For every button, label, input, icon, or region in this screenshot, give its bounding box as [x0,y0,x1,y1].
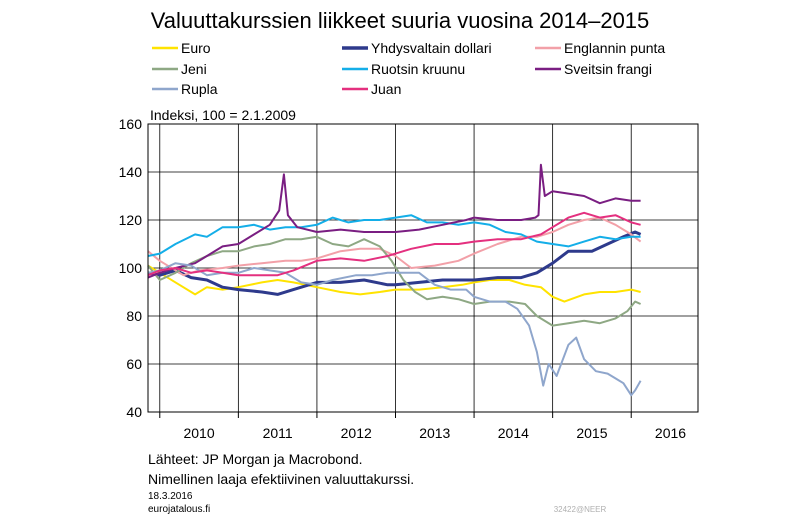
description-note: Nimellinen laaja efektiivinen valuuttaku… [148,471,414,487]
date-label: 18.3.2016 [148,491,193,502]
series-line-6 [147,262,642,397]
series-line-7 [147,211,641,277]
series-line-4 [147,214,641,257]
source-note: Lähteet: JP Morgan ja Macrobond. [148,451,363,467]
y-tick-label: 60 [126,356,142,372]
legend-label: Juan [371,81,401,97]
series-line-0 [147,264,641,303]
y-tick-label: 80 [126,308,142,324]
x-tick-label: 2016 [655,425,686,441]
legend-label: Jeni [181,61,207,77]
series-line-5 [147,163,641,279]
y-tick-label: 140 [119,164,143,180]
legend-label: Euro [181,40,211,56]
x-tick-label: 2014 [498,425,529,441]
series-line-1 [147,230,642,296]
y-tick-label: 160 [119,116,143,132]
grid [148,123,698,413]
y-axis-label: Indeksi, 100 = 2.1.2009 [150,107,296,123]
series-line-3 [147,235,641,327]
x-tick-label: 2013 [419,425,450,441]
y-tick-label: 100 [119,260,143,276]
x-tick-label: 2011 [263,425,293,441]
legend-label: Englannin punta [564,40,665,56]
legend: Euro Yhdysvaltain dollari Englannin punta J… [152,40,665,97]
y-tick-label: 120 [119,212,143,228]
plot-frame [147,123,699,413]
x-tick-label: 2010 [183,425,214,441]
chart-code: 32422@NEER [554,505,607,514]
y-ticks: 40 60 80 100 120 140 160 [119,116,143,420]
site-label: eurojatalous.fi [148,504,210,515]
x-tick-label: 2015 [576,425,607,441]
legend-label: Rupla [181,81,218,97]
legend-label: Yhdysvaltain dollari [371,40,492,56]
x-tick-label: 2012 [341,425,372,441]
y-tick-label: 40 [126,404,142,420]
legend-label: Sveitsin frangi [564,61,652,77]
x-ticks: 2010 2011 2012 2013 2014 2015 2016 [159,412,686,441]
series-line-2 [147,216,642,277]
chart-title: Valuuttakurssien liikkeet suuria vuosina… [151,8,650,33]
legend-label: Ruotsin kruunu [371,61,465,77]
series-group [147,163,642,397]
